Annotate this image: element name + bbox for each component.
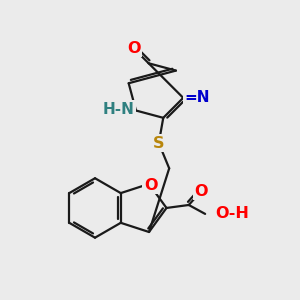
Text: O: O (194, 184, 207, 199)
Text: =N: =N (185, 90, 210, 105)
Text: O-H: O-H (215, 206, 249, 221)
Text: S: S (153, 136, 164, 151)
Text: O: O (127, 41, 141, 56)
Text: H-N: H-N (103, 101, 134, 116)
Text: O: O (144, 178, 157, 193)
